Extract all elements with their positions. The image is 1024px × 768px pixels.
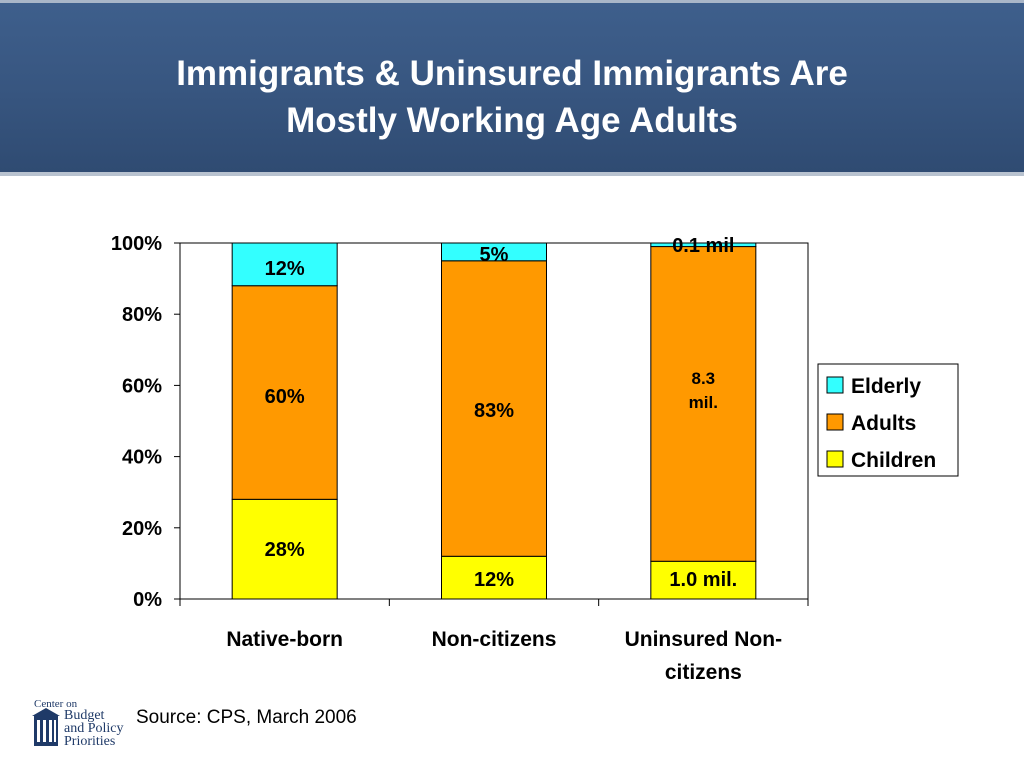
bar-segment-elderly — [650, 242, 757, 248]
data-label-adults: 8.3 — [692, 369, 716, 388]
cbpp-logo: Center on Budget and Policy Priorities — [32, 698, 128, 754]
data-label-children: 1.0 mil. — [669, 569, 737, 591]
y-tick-label: 80% — [122, 304, 162, 326]
legend-swatch-children — [826, 450, 844, 468]
legend-label-children: Children — [851, 449, 936, 472]
bar-segment-children — [650, 560, 757, 600]
data-label-elderly: 0.1 mil — [672, 235, 734, 257]
bar-segment-adults — [441, 260, 547, 557]
logo-line-4: Priorities — [64, 734, 116, 749]
data-label-children: 12% — [474, 569, 514, 591]
data-label-children: 28% — [265, 539, 305, 561]
data-label-elderly: 12% — [265, 258, 305, 280]
x-category-label: Uninsured Non- — [625, 628, 783, 651]
legend-label-elderly: Elderly — [851, 375, 921, 398]
legend-swatch-elderly — [826, 376, 844, 394]
legend-label-adults: Adults — [851, 412, 916, 435]
title-banner — [0, 0, 1024, 172]
y-tick-label: 20% — [122, 518, 162, 540]
data-label-adults: mil. — [689, 393, 718, 412]
y-tick-label: 0% — [133, 589, 162, 611]
slide-title: Immigrants & Uninsured Immigrants Are Mo… — [0, 50, 1024, 144]
y-tick-label: 40% — [122, 447, 162, 469]
bar-segment-elderly — [231, 242, 338, 287]
y-tick-label: 60% — [122, 375, 162, 397]
x-category-label: citizens — [665, 661, 742, 684]
title-banner-rule — [0, 172, 1024, 176]
logo-line-1: Center on — [34, 698, 78, 710]
logo-line-2: Budget — [64, 708, 105, 723]
bar-segment-adults — [650, 246, 757, 562]
bar-segment-children — [231, 498, 338, 600]
bar-segment-adults — [231, 285, 338, 500]
y-tick-label: 100% — [111, 233, 162, 255]
bar-segment-elderly — [441, 242, 547, 262]
data-label-adults: 83% — [474, 400, 514, 422]
x-category-label: Native-born — [226, 628, 343, 651]
building-icon — [32, 708, 60, 746]
source-note: Source: CPS, March 2006 — [136, 707, 357, 728]
data-label-elderly: 5% — [480, 244, 509, 266]
data-label-adults: 60% — [265, 386, 305, 408]
logo-line-3: and Policy — [64, 721, 124, 736]
slide-title-line-2: Mostly Working Age Adults — [286, 101, 738, 140]
x-category-label: Non-citizens — [432, 628, 557, 651]
legend-swatch-adults — [826, 413, 844, 431]
slide-title-line-1: Immigrants & Uninsured Immigrants Are — [176, 54, 848, 93]
